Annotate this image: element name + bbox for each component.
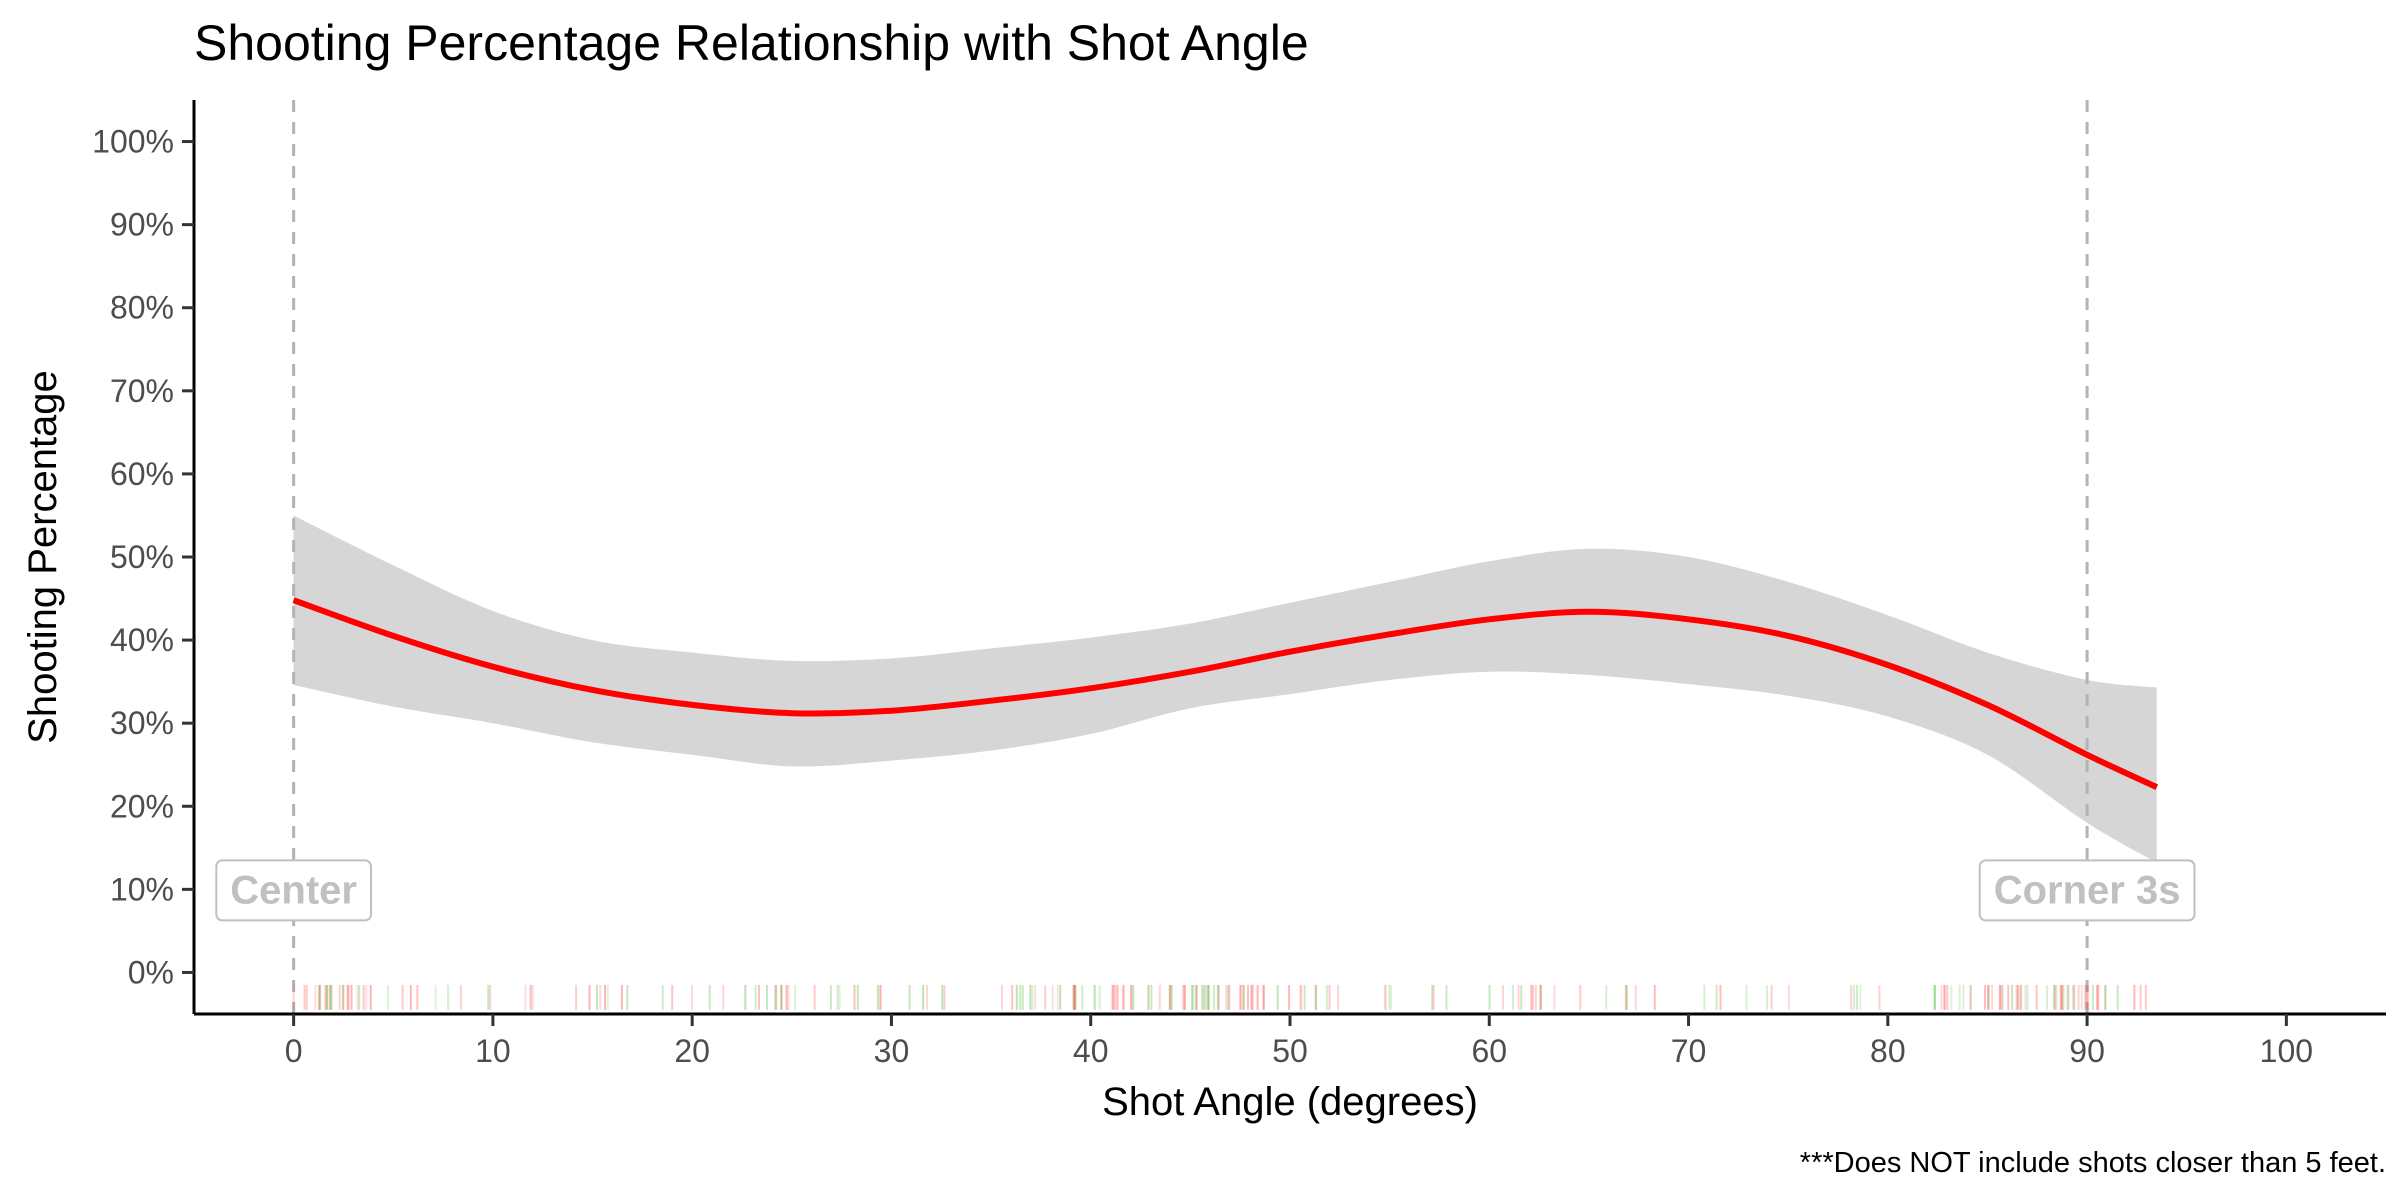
y-tick-label: 80% [110, 290, 174, 326]
trend-line [292, 597, 2159, 790]
reference-annotation-label: Center [230, 868, 357, 912]
y-tick-label: 90% [110, 207, 174, 243]
annotations-layer: Center Corner 3s [215, 859, 2196, 922]
y-tick-label: 20% [110, 788, 174, 824]
y-axis-title: Shooting Percentage [21, 370, 65, 744]
y-tick-label: 30% [110, 705, 174, 741]
reference-annotation: Corner 3s [1978, 859, 2196, 922]
reference-lines-layer [292, 100, 2089, 1014]
chart-title: Shooting Percentage Relationship with Sh… [194, 15, 1309, 71]
x-tick-label: 60 [1471, 1033, 1507, 1069]
confidence-band [293, 515, 2157, 863]
x-axis-title: Shot Angle (degrees) [1102, 1080, 1478, 1124]
x-tick-label: 80 [1870, 1033, 1906, 1069]
y-tick-label: 60% [110, 456, 174, 492]
chart-caption: ***Does NOT include shots closer than 5 … [1800, 1147, 2386, 1179]
x-tick-label: 100 [2260, 1033, 2313, 1069]
trend-line-layer [292, 597, 2159, 790]
y-tick-label: 70% [110, 373, 174, 409]
y-ticks-layer: 0% 10% 20% 30% 40% 50% 60% 70% 80% 90% 100% [92, 124, 194, 990]
x-tick-label: 70 [1671, 1033, 1707, 1069]
x-tick-label: 0 [285, 1033, 303, 1069]
x-tick-label: 90 [2069, 1033, 2105, 1069]
y-tick-label: 50% [110, 539, 174, 575]
reference-annotation-label: Corner 3s [1994, 868, 2181, 912]
rug-marks-layer [292, 984, 2147, 1010]
reference-annotation-box [1978, 859, 2196, 922]
x-tick-label: 20 [674, 1033, 710, 1069]
reference-annotation: Center [215, 859, 372, 922]
x-ticks-layer: 0 10 20 30 40 50 60 70 80 90 100 [285, 1014, 2313, 1069]
x-tick-label: 30 [874, 1033, 910, 1069]
x-tick-label: 40 [1073, 1033, 1109, 1069]
confidence-band-layer [293, 515, 2157, 863]
y-tick-label: 0% [128, 954, 174, 990]
y-tick-label: 40% [110, 622, 174, 658]
x-tick-label: 10 [475, 1033, 511, 1069]
y-tick-label: 10% [110, 871, 174, 907]
x-tick-label: 50 [1272, 1033, 1308, 1069]
reference-annotation-box [215, 859, 372, 922]
y-tick-label: 100% [92, 124, 174, 160]
